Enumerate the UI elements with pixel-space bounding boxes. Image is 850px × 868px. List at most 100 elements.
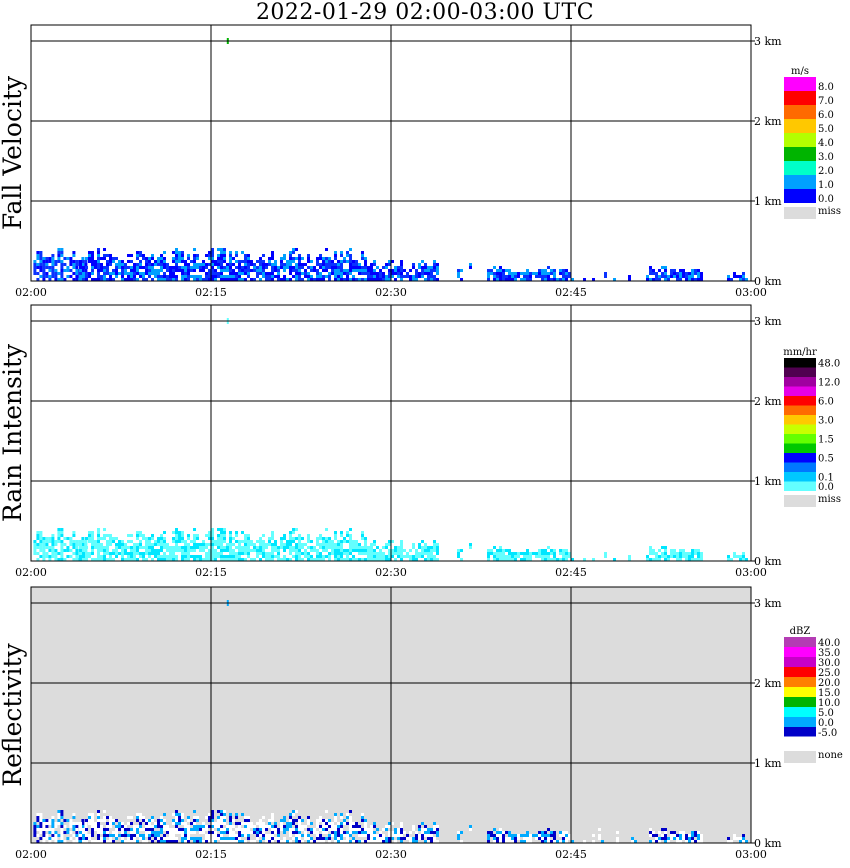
echo-cell [36,825,40,828]
echo-cell [91,278,94,281]
echo-cell [238,552,241,555]
echo-cell [376,552,379,555]
echo-cell [388,272,391,275]
echo-cell [415,552,418,555]
echo-cell [280,278,283,281]
echo-cell [148,275,151,278]
echo-cell [199,543,202,546]
echo-cell [676,837,679,840]
echo-cell [181,260,184,263]
echo-cell [145,540,148,543]
echo-cell [646,558,649,561]
echo-cell [385,546,388,549]
echo-cell [256,822,259,825]
echo-cell [358,828,361,831]
echo-cell [487,834,490,837]
echo-cell [48,840,52,843]
echo-cell [349,278,352,281]
echo-cell [235,813,238,816]
echo-cell [139,825,142,828]
echo-cell [292,822,295,825]
echo-cell [181,549,184,552]
echo-cell [48,537,52,540]
echo-cell [457,831,460,834]
echo-cell [193,546,196,549]
echo-cell [364,840,367,843]
echo-cell [148,263,151,266]
echo-cell [82,546,85,549]
echo-cell [193,528,196,531]
echo-cell [106,822,109,825]
echo-cell [211,275,214,278]
echo-cell [259,840,262,843]
echo-cell [541,837,544,840]
echo-cell [433,263,436,266]
echo-cell [247,269,250,272]
echo-cell [346,272,349,275]
echo-cell [45,263,49,266]
echo-cell [538,555,541,558]
echo-cell [460,269,463,272]
echo-cell [325,528,328,531]
echo-cell [514,275,517,278]
echo-cell [565,831,568,834]
echo-cell [124,825,127,828]
echo-cell [199,840,202,843]
echo-cell [163,278,166,281]
legend-label: 1.5 [818,435,834,446]
echo-cell [106,840,109,843]
echo-cell [262,549,265,552]
echo-cell [346,831,349,834]
echo-cell [79,834,82,837]
echo-cell [151,825,154,828]
echo-cell [388,552,391,555]
echo-cell [109,819,112,822]
echo-cell [205,275,208,278]
echo-cell [505,558,508,561]
echo-cell [364,278,367,281]
echo-cell [148,834,151,837]
echo-cell [205,543,208,546]
echo-cell [352,543,355,546]
echo-cell [349,549,352,552]
echo-cell [604,275,607,278]
echo-cell [169,837,172,840]
echo-cell [82,272,85,275]
echo-cell [415,555,418,558]
echo-cell [655,275,658,278]
echo-cell [91,254,94,257]
echo-cell [75,269,79,272]
echo-cell [145,269,148,272]
echo-cell [556,558,559,561]
echo-cell [175,543,178,546]
echo-cell [697,834,700,837]
echo-cell [502,552,505,555]
echo-cell [697,831,700,834]
echo-cell [544,834,547,837]
echo-cell [667,555,670,558]
echo-cell [69,260,73,263]
echo-cell [72,531,76,534]
echo-cell [526,834,529,837]
legend-swatch [784,415,816,425]
echo-cell [679,269,682,272]
echo-cell [655,840,658,843]
echo-cell [226,266,229,269]
echo-cell [184,266,187,269]
echo-cell [310,555,313,558]
echo-cell [82,275,85,278]
echo-cell [54,825,58,828]
echo-cell [181,831,184,834]
echo-cell [673,272,676,275]
echo-cell [229,275,232,278]
echo-cell [184,555,187,558]
echo-cell [568,834,571,837]
echo-cell [373,837,376,840]
echo-cell [742,552,745,555]
echo-cell [211,269,214,272]
echo-cell [82,558,85,561]
echo-cell [310,275,313,278]
echo-cell [178,546,181,549]
echo-cell [301,278,304,281]
echo-cell [253,546,256,549]
